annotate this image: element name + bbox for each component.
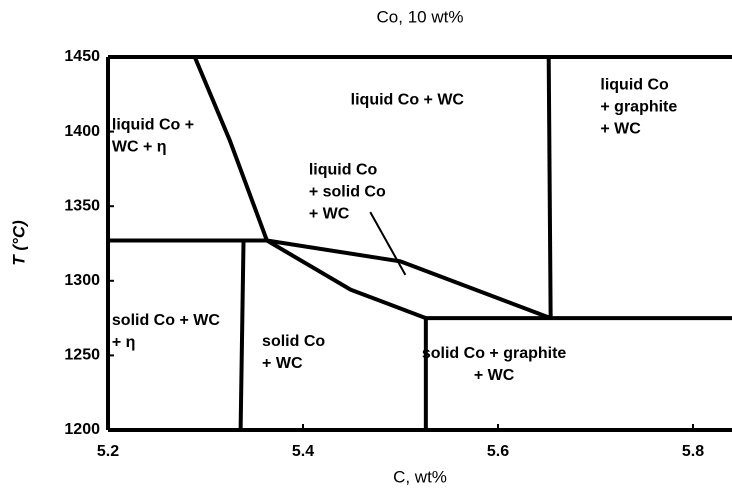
- x-tick-label: 5.8: [682, 443, 704, 460]
- region-label-line: WC + η: [112, 139, 167, 156]
- x-tick-label: 5.6: [487, 443, 509, 460]
- y-tick-label: 1200: [64, 421, 100, 438]
- leader-line: [369, 211, 407, 276]
- region-label: solid Co + WC: [262, 333, 325, 372]
- phase-boundary: [546, 56, 553, 319]
- y-tick-label: 1350: [64, 197, 100, 214]
- x-axis-label: C, wt%: [393, 467, 447, 486]
- chart-title: Co, 10 wt%: [377, 7, 464, 26]
- region-label-line: + η: [112, 334, 136, 351]
- region-label-line: liquid Co: [309, 162, 378, 179]
- x-tick-label: 5.2: [97, 443, 119, 460]
- region-label-line: + solid Co: [309, 184, 386, 201]
- phase-boundary: [238, 240, 246, 431]
- region-label-line: + WC: [600, 121, 641, 138]
- y-tick-label: 1450: [64, 48, 100, 65]
- y-tick-label: 1400: [64, 123, 100, 140]
- region-label-line: liquid Co + WC: [351, 91, 465, 108]
- region-label: liquid Co + WC: [351, 91, 465, 108]
- region-label-line: solid Co + graphite: [422, 345, 567, 362]
- phase-boundary: [265, 238, 427, 320]
- region-label: liquid Co + solid Co + WC: [309, 162, 386, 223]
- region-label: liquid Co + graphite + WC: [600, 77, 677, 138]
- region-label-line: liquid Co: [600, 77, 669, 94]
- region-label-line: + WC: [262, 355, 303, 372]
- region-label: liquid Co + WC + η: [112, 117, 194, 156]
- region-label-line: + WC: [474, 367, 515, 384]
- phase-boundary: [192, 56, 269, 242]
- region-label-line: solid Co: [262, 333, 325, 350]
- y-axis-label: T (°C): [9, 220, 28, 266]
- y-tick-label: 1250: [64, 347, 100, 364]
- region-label: solid Co + WC + η: [112, 312, 220, 351]
- x-tick-label: 5.4: [292, 443, 314, 460]
- region-label-line: + WC: [309, 206, 350, 223]
- region-label: solid Co + graphite + WC: [422, 345, 567, 384]
- region-label-line: liquid Co +: [112, 117, 194, 134]
- y-tick-label: 1300: [64, 272, 100, 289]
- phase-boundary: [266, 238, 552, 320]
- region-label-line: solid Co + WC: [112, 312, 220, 329]
- region-label-line: + graphite: [600, 99, 677, 116]
